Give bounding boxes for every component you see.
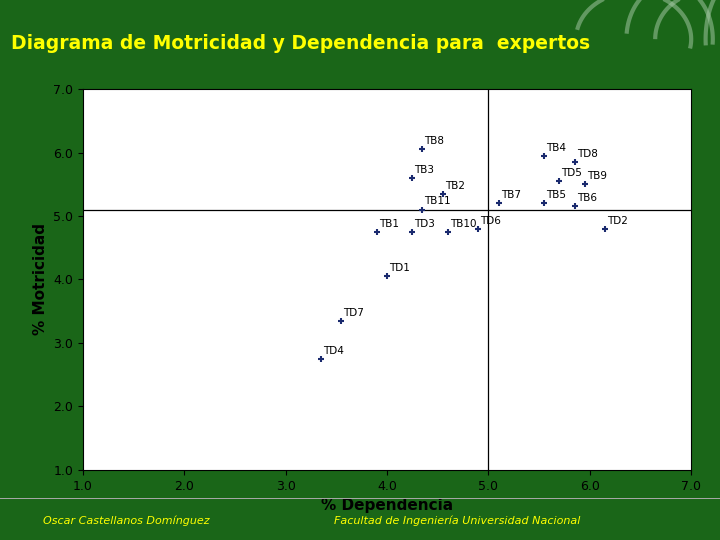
Text: TB8: TB8 — [425, 136, 444, 146]
Text: TB10: TB10 — [450, 219, 477, 229]
Text: TB5: TB5 — [546, 190, 566, 200]
Text: TD1: TD1 — [389, 263, 410, 273]
Text: TB3: TB3 — [415, 165, 434, 175]
Text: Diagrama de Motricidad y Dependencia para  expertos: Diagrama de Motricidad y Dependencia par… — [11, 33, 590, 52]
Text: TB2: TB2 — [445, 180, 465, 191]
Text: Facultad de Ingeniería Universidad Nacional: Facultad de Ingeniería Universidad Nacio… — [334, 515, 580, 526]
Text: TD2: TD2 — [607, 215, 628, 226]
Text: TD3: TD3 — [415, 219, 436, 229]
Text: TD7: TD7 — [343, 307, 364, 318]
Text: TB6: TB6 — [577, 193, 597, 203]
Text: TD4: TD4 — [323, 346, 344, 356]
Text: TB9: TB9 — [587, 171, 607, 181]
Text: Oscar Castellanos Domínguez: Oscar Castellanos Domínguez — [42, 515, 210, 526]
Text: TB11: TB11 — [425, 197, 451, 206]
Text: TD8: TD8 — [577, 149, 598, 159]
Y-axis label: % Motricidad: % Motricidad — [32, 224, 48, 335]
Text: TD5: TD5 — [562, 168, 582, 178]
Text: TB1: TB1 — [379, 219, 399, 229]
Text: TB4: TB4 — [546, 143, 566, 152]
Text: TB7: TB7 — [500, 190, 521, 200]
Text: TD6: TD6 — [480, 215, 501, 226]
X-axis label: % Dependencia: % Dependencia — [321, 498, 453, 513]
